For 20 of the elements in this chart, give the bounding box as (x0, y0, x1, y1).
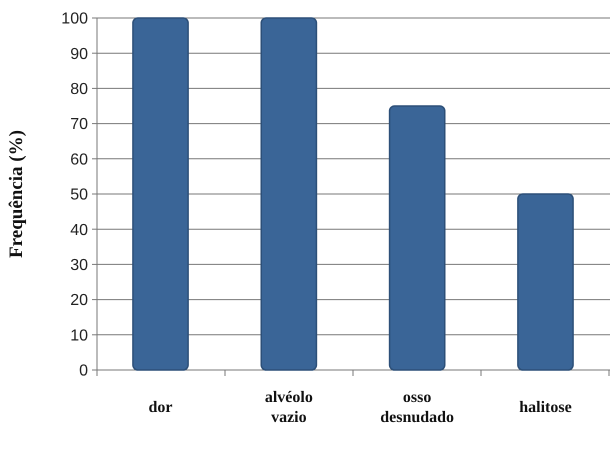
y-tick-label: 100 (61, 10, 88, 28)
x-tick-label: alvéolo vazio (264, 389, 313, 426)
bar (388, 105, 446, 371)
y-tick-label: 40 (70, 222, 88, 239)
y-axis-title: Frequência (%) (6, 130, 27, 258)
y-tick-label: 20 (70, 292, 88, 310)
bar (132, 17, 189, 371)
y-tick-label: 60 (70, 151, 88, 168)
y-tick-label: 90 (70, 46, 88, 63)
bar (260, 17, 318, 371)
x-tick-label: osso desnudado (380, 389, 454, 426)
y-tick-label: 80 (70, 81, 88, 98)
y-tick-label: 0 (79, 362, 88, 380)
y-tick-label: 30 (70, 257, 88, 274)
y-tick-label: 50 (70, 186, 88, 204)
y-tick-label: 10 (70, 327, 88, 344)
x-tick-label: dor (148, 399, 173, 416)
bar (517, 193, 574, 371)
x-tick-label: halitose (519, 399, 572, 416)
y-tick-label: 70 (70, 116, 88, 134)
